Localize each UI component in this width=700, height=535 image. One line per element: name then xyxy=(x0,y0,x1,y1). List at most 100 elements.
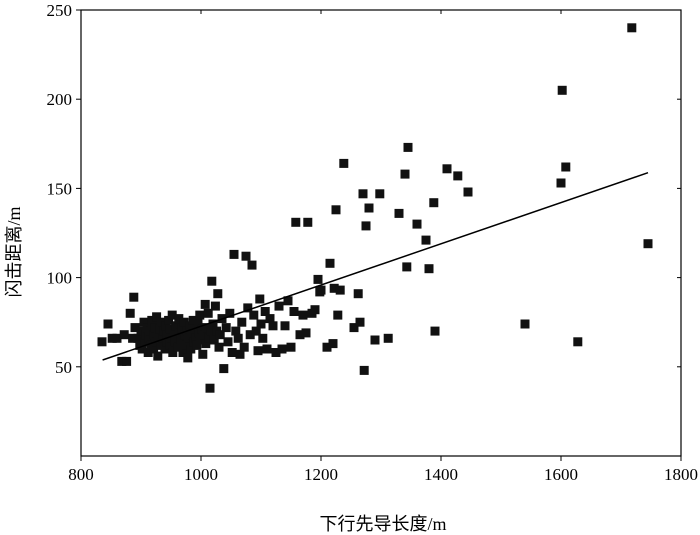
data-point xyxy=(198,349,208,359)
data-point xyxy=(245,330,255,340)
data-point xyxy=(203,308,213,318)
data-point xyxy=(239,342,249,352)
data-point xyxy=(353,289,363,299)
data-point xyxy=(185,321,195,331)
data-point xyxy=(221,323,231,333)
data-point xyxy=(265,314,275,324)
data-point xyxy=(243,303,253,313)
data-point xyxy=(286,342,296,352)
data-point xyxy=(137,344,147,354)
data-point xyxy=(364,203,374,213)
data-point xyxy=(128,333,138,343)
fit-line-group xyxy=(102,171,649,361)
data-point xyxy=(186,344,196,354)
data-point xyxy=(171,321,181,331)
data-point xyxy=(256,319,266,329)
data-point xyxy=(333,310,343,320)
data-point xyxy=(255,294,265,304)
data-point xyxy=(277,344,287,354)
data-point xyxy=(160,344,170,354)
tick-labels: 800 1000 1200 1400 1600 1800 50 100 150 200 250 xyxy=(47,1,699,484)
data-point xyxy=(557,85,567,95)
data-point xyxy=(361,221,371,231)
data-point xyxy=(144,333,154,343)
data-point xyxy=(268,321,278,331)
data-point xyxy=(349,323,359,333)
data-point xyxy=(339,158,349,168)
y-tick-label: 250 xyxy=(47,1,73,20)
data-point xyxy=(215,330,225,340)
data-point xyxy=(442,164,452,174)
data-point xyxy=(643,239,653,249)
data-point xyxy=(335,285,345,295)
y-tick-label: 150 xyxy=(47,179,73,198)
data-point xyxy=(181,340,191,350)
data-point xyxy=(199,330,209,340)
data-point xyxy=(143,348,153,357)
data-point xyxy=(241,251,251,261)
data-point xyxy=(403,142,413,152)
data-point xyxy=(520,319,530,329)
x-tick-label: 1800 xyxy=(664,465,698,484)
x-tick-label: 1600 xyxy=(544,465,578,484)
data-point xyxy=(179,317,189,327)
data-point xyxy=(271,348,281,357)
data-point xyxy=(170,337,180,347)
data-point xyxy=(229,249,239,259)
data-point xyxy=(412,219,422,229)
data-point xyxy=(205,383,215,393)
data-point xyxy=(196,335,206,345)
data-point xyxy=(289,307,299,316)
y-tick-label: 50 xyxy=(55,358,72,377)
data-point xyxy=(237,317,247,327)
data-point xyxy=(136,326,146,336)
data-point xyxy=(303,217,313,227)
data-point xyxy=(176,335,186,345)
data-point xyxy=(149,344,159,354)
data-point xyxy=(402,262,412,272)
data-point xyxy=(383,333,393,343)
data-point xyxy=(328,339,338,349)
data-point xyxy=(161,321,171,331)
x-tick-label: 1200 xyxy=(304,465,338,484)
data-point xyxy=(213,289,223,299)
data-point xyxy=(274,301,284,311)
plot-border xyxy=(80,9,682,457)
data-point xyxy=(167,310,177,320)
data-point xyxy=(235,349,245,359)
data-point xyxy=(556,178,566,188)
data-point xyxy=(139,317,149,327)
data-point xyxy=(119,330,129,340)
data-point xyxy=(561,162,571,172)
data-point xyxy=(153,351,163,361)
x-axis-title: 下行先导长度/m xyxy=(319,514,446,534)
data-point xyxy=(197,324,207,334)
fit-line xyxy=(102,171,649,361)
data-point xyxy=(225,308,235,318)
data-point xyxy=(260,307,270,316)
data-point xyxy=(283,296,293,306)
data-point xyxy=(331,205,341,215)
data-point xyxy=(253,346,263,356)
data-point xyxy=(280,321,290,331)
y-tick-label: 200 xyxy=(47,90,73,109)
data-point xyxy=(97,337,107,347)
data-point xyxy=(204,333,214,343)
x-tick-label: 800 xyxy=(68,465,94,484)
data-point xyxy=(169,326,179,336)
data-point xyxy=(291,217,301,227)
data-point xyxy=(192,340,202,350)
data-point xyxy=(313,274,323,284)
x-tick-label: 1000 xyxy=(184,465,218,484)
data-point xyxy=(200,299,210,309)
data-point xyxy=(223,337,233,347)
data-point xyxy=(359,365,369,375)
data-point xyxy=(195,310,205,320)
data-point xyxy=(429,198,439,208)
data-point xyxy=(117,356,127,366)
data-point xyxy=(421,235,431,245)
y-axis-title: 闪击距离/m xyxy=(4,206,24,297)
data-point xyxy=(358,189,368,199)
data-point xyxy=(207,276,217,286)
data-point xyxy=(463,187,473,197)
